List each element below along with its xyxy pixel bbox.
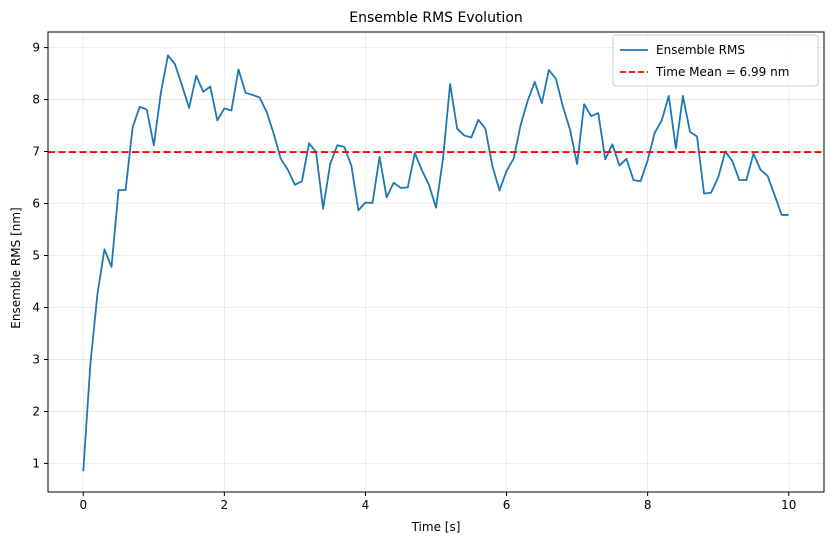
x-tick-label: 2 xyxy=(221,498,229,512)
y-tick-label: 9 xyxy=(32,41,40,55)
chart-title: Ensemble RMS Evolution xyxy=(349,10,523,26)
y-tick-label: 1 xyxy=(32,456,40,470)
x-tick-label: 10 xyxy=(781,498,796,512)
y-tick-label: 8 xyxy=(32,93,40,107)
legend-label-mean: Time Mean = 6.99 nm xyxy=(655,65,789,79)
y-tick-label: 3 xyxy=(32,352,40,366)
y-tick-label: 7 xyxy=(32,145,40,159)
grid xyxy=(48,32,824,492)
ensemble-rms-line xyxy=(82,54,789,472)
plot-area xyxy=(48,54,824,472)
x-tick-label: 0 xyxy=(79,498,87,512)
legend-box xyxy=(612,34,819,87)
x-tick-label: 8 xyxy=(644,498,652,512)
x-tick-label: 6 xyxy=(503,498,511,512)
x-tick-label: 4 xyxy=(362,498,370,512)
y-axis-label: Ensemble RMS [nm] xyxy=(9,207,23,328)
x-axis-label: Time [s] xyxy=(411,520,461,534)
legend-label-series: Ensemble RMS xyxy=(656,43,745,57)
y-tick-label: 2 xyxy=(32,404,40,418)
y-tick-label: 5 xyxy=(32,249,40,263)
legend: Ensemble RMS Time Mean = 6.99 nm xyxy=(612,34,819,87)
axes-frame xyxy=(47,31,825,493)
y-tick-label: 4 xyxy=(32,300,40,314)
y-tick-label: 6 xyxy=(32,197,40,211)
